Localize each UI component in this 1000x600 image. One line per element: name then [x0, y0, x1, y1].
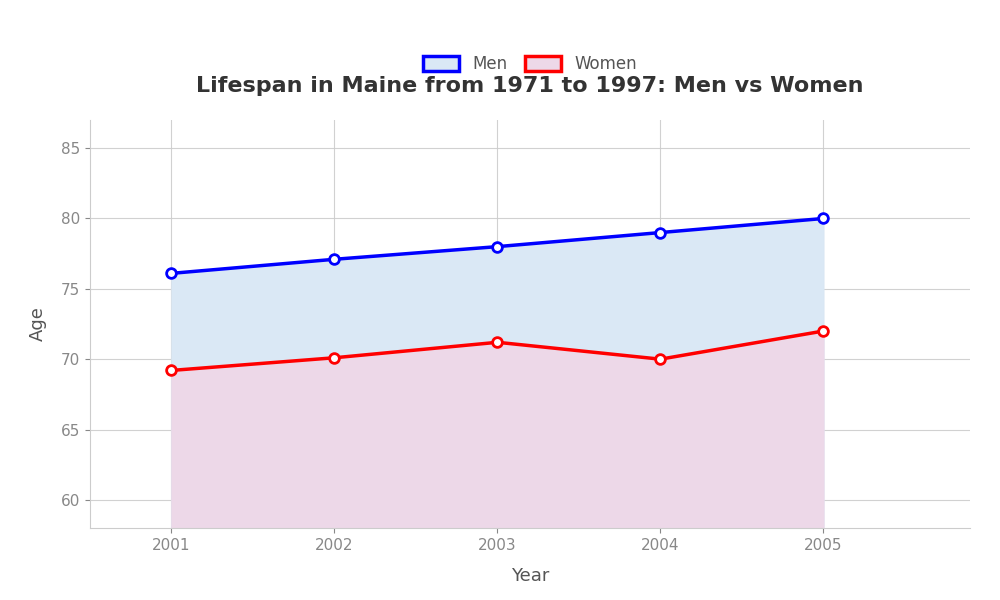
Legend: Men, Women: Men, Women	[423, 55, 637, 73]
Y-axis label: Age: Age	[29, 307, 47, 341]
Title: Lifespan in Maine from 1971 to 1997: Men vs Women: Lifespan in Maine from 1971 to 1997: Men…	[196, 76, 864, 96]
X-axis label: Year: Year	[511, 566, 549, 584]
